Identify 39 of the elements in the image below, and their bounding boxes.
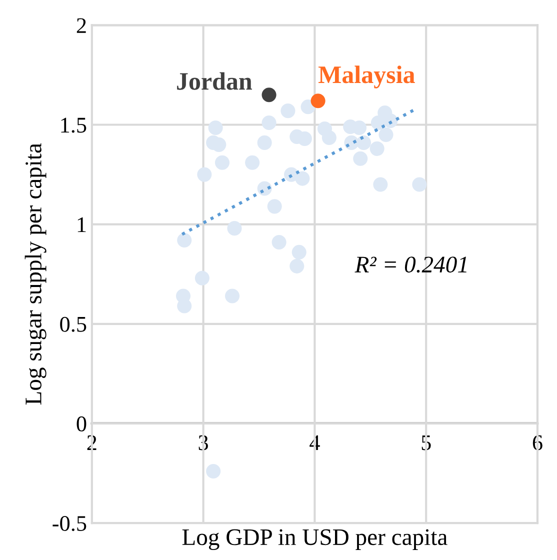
point — [208, 120, 223, 136]
point — [177, 298, 192, 314]
point — [383, 114, 398, 128]
annotation: R² = 0.2401 — [354, 256, 466, 273]
point — [257, 135, 272, 150]
point — [378, 127, 394, 142]
point — [292, 244, 306, 260]
point — [262, 88, 276, 102]
point — [295, 171, 310, 186]
point — [224, 288, 240, 304]
point — [227, 221, 242, 236]
point — [280, 104, 296, 118]
y-axis-title: Log sugar supply per capita — [24, 143, 46, 405]
point — [272, 234, 286, 250]
y-tick-label: 2 — [76, 18, 86, 33]
point — [310, 94, 326, 108]
point — [412, 177, 427, 192]
point — [194, 270, 210, 286]
point — [267, 199, 282, 214]
point — [322, 130, 336, 145]
point — [197, 167, 212, 182]
point — [356, 135, 372, 150]
point — [262, 115, 276, 130]
series-label: Jordan — [177, 72, 252, 90]
point — [373, 177, 388, 192]
x-axis-title: Log GDP in USD per capita — [182, 529, 448, 550]
y-tick-label: 1 — [78, 217, 86, 232]
point — [290, 258, 304, 274]
series-label: Malaysia — [318, 66, 415, 88]
point — [245, 155, 260, 170]
point — [214, 155, 230, 170]
y-tick-label: 0.5 — [60, 316, 86, 332]
y-tick-label: 0 — [76, 416, 86, 432]
point — [206, 464, 221, 479]
y-tick-label: 1.5 — [61, 118, 86, 133]
point — [177, 232, 192, 248]
point — [370, 141, 384, 156]
y-tick-label: -0.5 — [52, 516, 86, 532]
point — [353, 151, 368, 166]
